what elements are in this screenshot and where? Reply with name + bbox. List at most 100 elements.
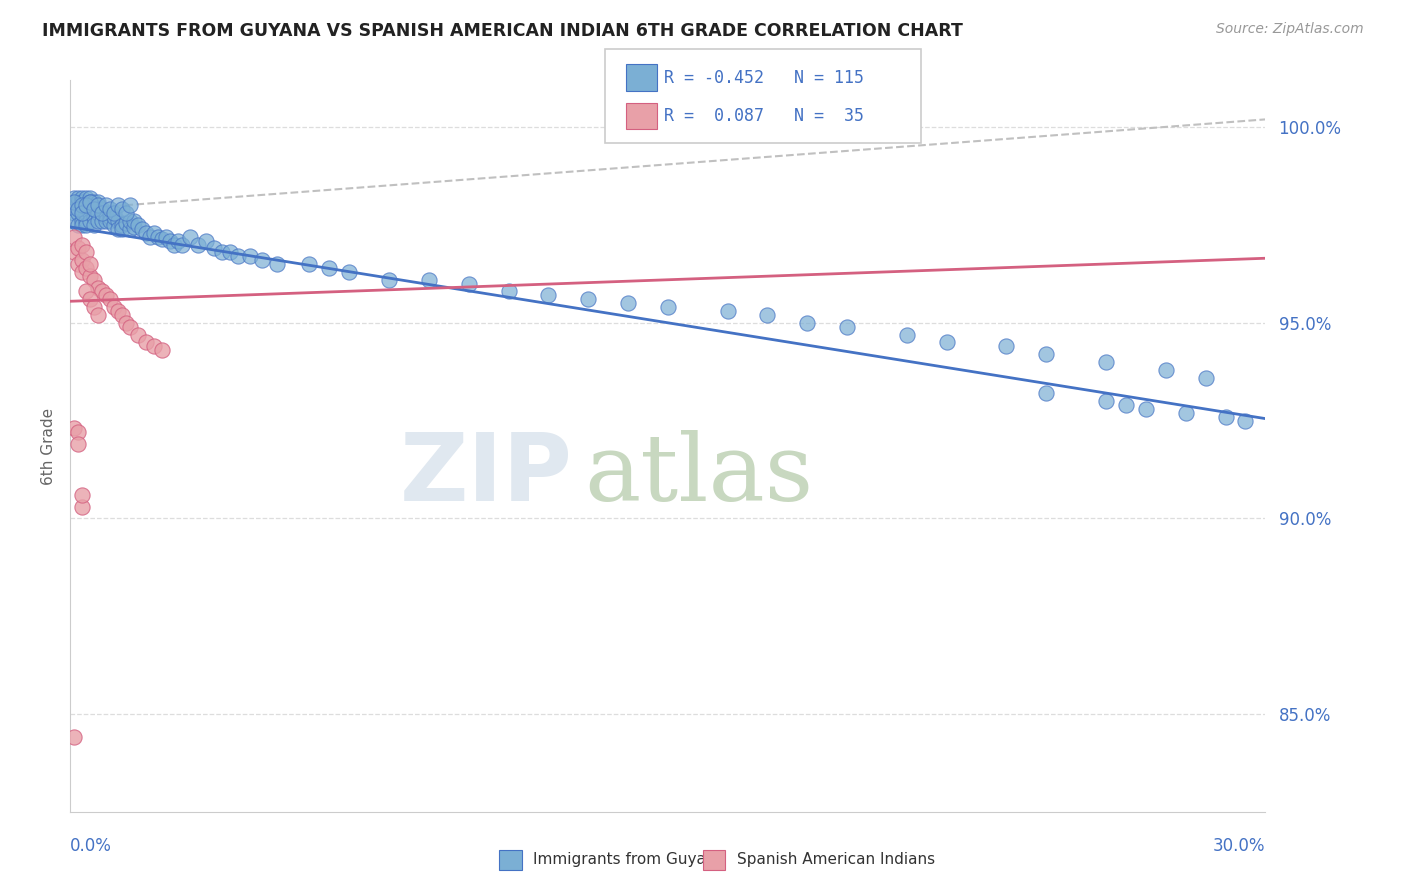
Point xyxy=(103,206,125,220)
Point xyxy=(1215,409,1237,424)
Point xyxy=(1234,413,1257,427)
Text: atlas: atlas xyxy=(585,430,814,520)
Point xyxy=(70,218,93,232)
Y-axis label: 6th Grade: 6th Grade xyxy=(41,408,56,484)
Point xyxy=(70,206,93,220)
Point xyxy=(70,488,93,502)
Point xyxy=(107,222,129,236)
Point xyxy=(96,214,117,228)
Point xyxy=(155,229,177,244)
Point xyxy=(163,237,186,252)
Point xyxy=(150,232,173,246)
Point xyxy=(63,731,86,745)
Point xyxy=(120,319,141,334)
Point xyxy=(1095,355,1118,369)
Point xyxy=(1115,398,1137,412)
Point xyxy=(170,237,193,252)
Point xyxy=(63,214,86,228)
Point xyxy=(120,222,141,236)
Point xyxy=(266,257,288,271)
Point xyxy=(378,273,401,287)
Point xyxy=(457,277,479,291)
Point xyxy=(63,245,86,260)
Text: IMMIGRANTS FROM GUYANA VS SPANISH AMERICAN INDIAN 6TH GRADE CORRELATION CHART: IMMIGRANTS FROM GUYANA VS SPANISH AMERIC… xyxy=(42,22,963,40)
Point xyxy=(120,214,141,228)
Point xyxy=(103,300,125,314)
Point xyxy=(75,218,97,232)
Point xyxy=(115,216,138,230)
Point xyxy=(194,234,217,248)
Point xyxy=(167,234,190,248)
Point xyxy=(83,202,105,217)
Point xyxy=(1095,394,1118,409)
Point xyxy=(159,234,181,248)
Point xyxy=(1035,347,1057,361)
Point xyxy=(87,194,110,209)
Point xyxy=(79,191,101,205)
Point xyxy=(837,319,859,334)
Point xyxy=(111,222,134,236)
Point xyxy=(337,265,360,279)
Point xyxy=(1154,362,1177,376)
Point xyxy=(131,222,153,236)
Point xyxy=(150,343,173,358)
Point xyxy=(87,198,110,212)
Point xyxy=(75,198,97,212)
Point xyxy=(537,288,560,302)
Point xyxy=(1135,401,1157,416)
Point xyxy=(1174,406,1197,420)
Point xyxy=(187,237,209,252)
Point xyxy=(67,206,90,220)
Point xyxy=(67,191,90,205)
Point xyxy=(115,316,138,330)
Point xyxy=(139,229,162,244)
Point xyxy=(250,253,273,268)
Point xyxy=(91,202,114,217)
Point xyxy=(96,288,117,302)
Point xyxy=(98,214,121,228)
Point xyxy=(70,202,93,217)
Point xyxy=(226,249,249,263)
Point xyxy=(135,335,157,350)
Point xyxy=(83,273,105,287)
Point xyxy=(67,425,90,440)
Point xyxy=(91,214,114,228)
Point xyxy=(418,273,440,287)
Point xyxy=(75,191,97,205)
Point xyxy=(63,229,86,244)
Point xyxy=(70,198,93,212)
Point xyxy=(79,257,101,271)
Point xyxy=(107,304,129,318)
Point xyxy=(127,218,149,232)
Text: ZIP: ZIP xyxy=(399,429,572,521)
Point xyxy=(896,327,918,342)
Point xyxy=(995,339,1018,353)
Point xyxy=(122,219,145,234)
Point xyxy=(63,421,86,435)
Point xyxy=(63,206,86,220)
Text: 30.0%: 30.0% xyxy=(1213,837,1265,855)
Point xyxy=(179,229,201,244)
Point xyxy=(318,260,340,275)
Point xyxy=(298,257,321,271)
Point xyxy=(576,293,599,307)
Point xyxy=(146,229,169,244)
Point xyxy=(83,210,105,224)
Point xyxy=(75,260,97,275)
Point xyxy=(75,285,97,299)
Text: R = -0.452   N = 115: R = -0.452 N = 115 xyxy=(664,69,863,87)
Point xyxy=(111,202,134,217)
Point xyxy=(717,304,740,318)
Point xyxy=(1035,386,1057,401)
Point xyxy=(70,191,93,205)
Point xyxy=(75,206,97,220)
Point xyxy=(202,242,225,256)
Point xyxy=(63,191,86,205)
Point xyxy=(83,194,105,209)
Point xyxy=(83,300,105,314)
Point xyxy=(70,500,93,514)
Point xyxy=(111,218,134,232)
Point xyxy=(87,280,110,294)
Point xyxy=(239,249,262,263)
Point xyxy=(87,214,110,228)
